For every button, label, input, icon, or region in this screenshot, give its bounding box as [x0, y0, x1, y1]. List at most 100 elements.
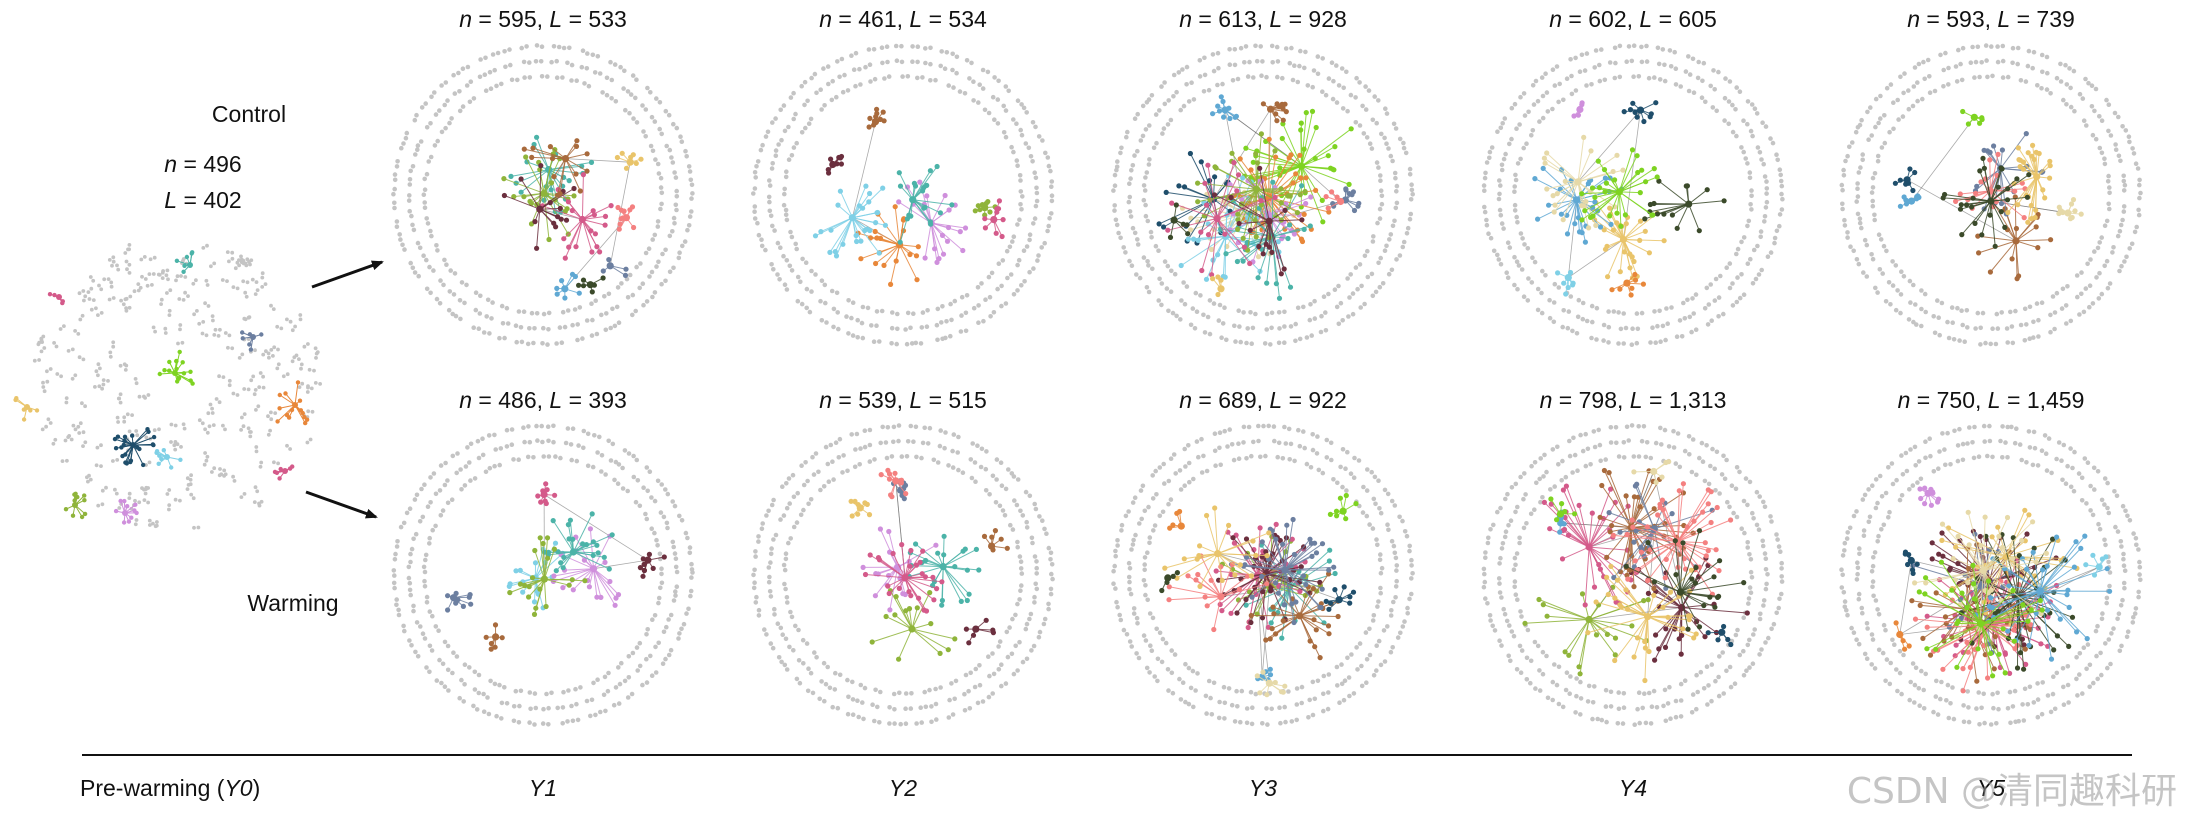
- isolated-node: [452, 271, 458, 276]
- isolated-node: [654, 537, 659, 543]
- isolated-node: [1258, 454, 1263, 460]
- isolated-node: [1131, 537, 1136, 543]
- isolated-node: [1143, 175, 1148, 180]
- isolated-node: [2052, 326, 2057, 332]
- isolated-node: [2060, 477, 2065, 483]
- isolated-node: [1171, 94, 1176, 99]
- isolated-node: [1668, 716, 1673, 721]
- isolated-node: [427, 541, 432, 546]
- isolated-node: [1739, 145, 1744, 150]
- isolated-node: [859, 320, 865, 326]
- isolated-node: [1691, 311, 1696, 316]
- isolated-node: [458, 316, 463, 322]
- isolated-node: [1779, 574, 1784, 579]
- isolated-node: [1865, 109, 1870, 115]
- modules: [1522, 459, 1750, 684]
- isolated-node: [1966, 705, 1971, 710]
- isolated-node: [2121, 580, 2127, 586]
- isolated-node: [653, 157, 658, 162]
- isolated-node: [412, 497, 418, 502]
- isolated-node: [503, 64, 508, 70]
- isolated-node: [1326, 690, 1331, 695]
- isolated-node: [1923, 309, 1928, 315]
- isolated-node: [1583, 463, 1589, 469]
- isolated-node: [1163, 640, 1169, 646]
- isolated-node: [1118, 617, 1124, 623]
- isolated-node: [476, 690, 482, 696]
- warming-network-y3: [1111, 423, 1415, 727]
- isolated-node: [862, 428, 868, 433]
- isolated-node: [862, 685, 868, 691]
- isolated-node: [1655, 323, 1660, 329]
- isolated-node: [1887, 681, 1893, 687]
- isolated-node: [2106, 637, 2112, 642]
- isolated-node: [1955, 458, 1961, 464]
- isolated-node: [1768, 136, 1773, 141]
- control-network-y5: [1839, 43, 2143, 347]
- l-value: 605: [1678, 6, 1717, 32]
- isolated-node: [1008, 522, 1013, 528]
- isolated-node: [2099, 672, 2104, 678]
- isolated-node: [1697, 455, 1702, 461]
- isolated-node: [2102, 476, 2108, 481]
- isolated-node: [840, 470, 845, 475]
- isolated-node: [1721, 691, 1726, 696]
- isolated-node: [487, 69, 493, 75]
- isolated-node: [763, 134, 769, 139]
- y0-code: Y0: [224, 775, 253, 801]
- isolated-node: [2085, 642, 2091, 647]
- module: [535, 481, 558, 507]
- isolated-node: [2081, 118, 2087, 123]
- isolated-node: [1359, 663, 1364, 669]
- isolated-node: [1501, 226, 1506, 231]
- isolated-node: [1951, 716, 1957, 722]
- isolated-node: [1253, 43, 1258, 49]
- isolated-node: [1512, 208, 1518, 213]
- isolated-node: [1376, 599, 1381, 604]
- control-network-y1: [391, 43, 695, 347]
- isolated-node: [1512, 584, 1517, 590]
- isolated-node: [909, 691, 914, 696]
- isolated-node: [1856, 261, 1862, 267]
- isolated-node: [1938, 696, 1943, 702]
- isolated-node: [1590, 700, 1596, 705]
- isolated-node: [1251, 439, 1256, 445]
- isolated-node: [1860, 610, 1865, 616]
- isolated-node: [759, 237, 764, 242]
- isolated-node: [398, 237, 403, 242]
- isolated-node: [1594, 337, 1599, 342]
- eq: =: [1920, 6, 1947, 32]
- isolated-node: [1367, 652, 1373, 658]
- isolated-node: [1653, 440, 1659, 446]
- isolated-node: [1138, 138, 1144, 143]
- isolated-node: [1888, 660, 1893, 666]
- isolated-node: [628, 92, 634, 97]
- isolated-node: [1361, 484, 1366, 490]
- isolated-node: [402, 628, 407, 634]
- isolated-node: [1238, 45, 1244, 51]
- isolated-node: [951, 432, 957, 437]
- isolated-node: [2081, 309, 2087, 315]
- isolated-node: [1256, 423, 1261, 429]
- isolated-node: [534, 311, 540, 316]
- isolated-node: [1049, 571, 1054, 577]
- isolated-node: [429, 648, 435, 653]
- isolated-node: [940, 304, 945, 309]
- isolated-node: [2097, 270, 2102, 276]
- isolated-node: [581, 428, 587, 434]
- isolated-node: [882, 76, 887, 81]
- module: [862, 542, 945, 614]
- isolated-node: [1735, 627, 1740, 633]
- isolated-node: [784, 287, 790, 292]
- isolated-node: [920, 440, 926, 446]
- isolated-node: [562, 324, 568, 330]
- isolated-node: [1017, 639, 1022, 645]
- isolated-node: [1029, 535, 1035, 541]
- isolated-node: [1591, 429, 1597, 434]
- isolated-node: [976, 303, 981, 308]
- isolated-node: [1913, 463, 1918, 468]
- isolated-node: [1253, 691, 1259, 697]
- isolated-node: [1269, 706, 1274, 712]
- isolated-node: [2039, 300, 2045, 305]
- isolated-node: [786, 540, 791, 546]
